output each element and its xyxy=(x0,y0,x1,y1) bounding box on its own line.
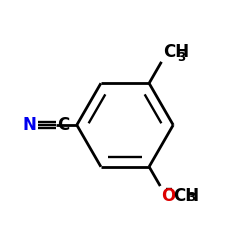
Text: CH: CH xyxy=(163,42,189,60)
Text: N: N xyxy=(23,116,37,134)
Text: 3: 3 xyxy=(188,191,196,204)
Text: 3: 3 xyxy=(177,51,185,64)
Text: CH: CH xyxy=(173,187,199,205)
Text: O: O xyxy=(162,187,176,205)
Text: C: C xyxy=(57,116,69,134)
